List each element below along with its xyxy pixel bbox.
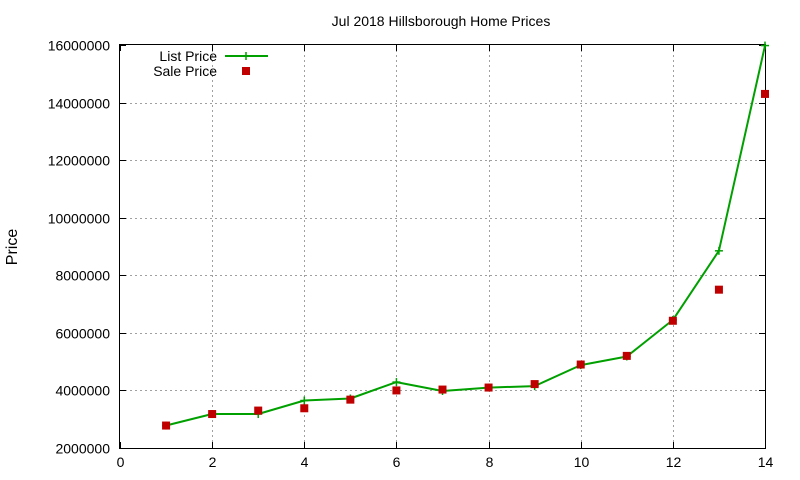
legend-label-list-price: List Price [159, 48, 217, 64]
legend-label-sale-price: Sale Price [153, 63, 217, 79]
sale-price-point [622, 351, 631, 360]
x-tick-label: 14 [758, 454, 774, 470]
sale-price-point [530, 380, 539, 389]
x-tick-labels: 0 2 4 6 8 10 12 14 [117, 454, 774, 470]
series-layer [162, 41, 769, 430]
plot-area-border [119, 44, 766, 449]
sale-price-point [576, 360, 585, 369]
sale-price-point [668, 316, 677, 325]
legend-symbol-sale-price [242, 67, 250, 75]
y-tick-label: 16000000 [48, 38, 111, 54]
sale-price-point [392, 386, 401, 395]
sale-price-point [484, 383, 493, 392]
x-tick-label: 0 [117, 454, 125, 470]
legend-symbol-list-price [225, 52, 268, 60]
sale-price-point [346, 395, 355, 404]
legend: List Price Sale Price [153, 48, 268, 79]
sale-price-point [162, 421, 171, 430]
y-tick-label: 12000000 [48, 153, 111, 169]
y-tick-label: 2000000 [55, 441, 110, 457]
y-axis-label: Price [4, 229, 21, 266]
x-tick-label: 12 [666, 454, 682, 470]
sale-price-point [438, 385, 447, 394]
y-tick-label: 6000000 [55, 326, 110, 342]
y-tick-label: 8000000 [55, 268, 110, 284]
sale-price-point [208, 410, 217, 419]
y-tick-label: 10000000 [48, 211, 111, 227]
y-tick-label: 14000000 [48, 96, 111, 112]
list-price-line [165, 45, 766, 427]
sale-price-point [254, 406, 263, 415]
list-price-point [761, 41, 769, 50]
y-tick-labels: 2000000 4000000 6000000 8000000 10000000 1200… [48, 38, 111, 457]
sale-price-point [300, 404, 309, 413]
x-tick-label: 4 [301, 454, 309, 470]
list-price-point [300, 396, 309, 405]
axis-ticks [120, 45, 766, 449]
x-tick-label: 10 [574, 454, 590, 470]
x-tick-label: 2 [209, 454, 217, 470]
chart-title: Jul 2018 Hillsborough Home Prices [332, 13, 551, 29]
sale-price-point [714, 285, 723, 294]
x-tick-label: 8 [486, 454, 494, 470]
x-tick-label: 6 [393, 454, 401, 470]
list-price-point [392, 378, 401, 387]
sale-price-point [761, 89, 769, 98]
y-tick-label: 4000000 [55, 383, 110, 399]
list-price-point [714, 246, 723, 255]
legend-square-marker [242, 67, 250, 75]
legend-plus-marker [242, 52, 250, 60]
